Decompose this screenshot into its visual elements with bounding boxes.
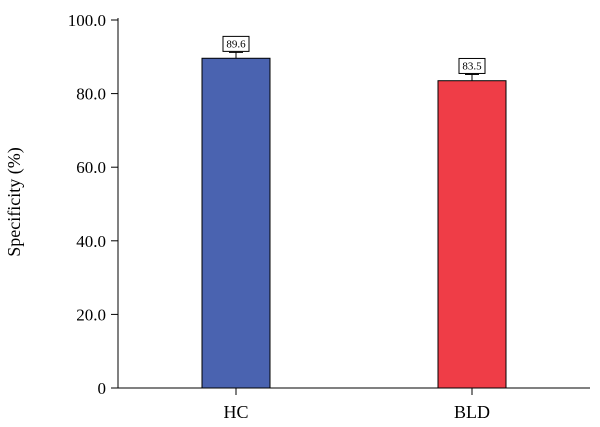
data-label: 83.5 (462, 60, 482, 72)
y-tick-label: 80.0 (76, 85, 106, 104)
y-axis-label: Specificity (%) (4, 147, 25, 256)
bar-hc (201, 57, 271, 389)
y-ticks: 0 20.0 40.0 60.0 80.0 100.0 (68, 11, 118, 398)
x-categories: HC BLD (223, 388, 490, 422)
y-tick-label: 0 (98, 379, 107, 398)
data-label: 89.6 (226, 38, 246, 50)
y-tick-label: 60.0 (76, 158, 106, 177)
y-tick-label: 20.0 (76, 305, 106, 324)
data-label-box (222, 35, 250, 52)
y-tick-label: 100.0 (68, 11, 106, 30)
bar-bld (437, 80, 507, 389)
x-tick-label: HC (223, 402, 248, 422)
axes (117, 18, 590, 389)
x-tick-label: BLD (454, 402, 490, 422)
bars: 89.6 83.5 (201, 35, 507, 389)
y-tick-label: 40.0 (76, 232, 106, 251)
data-label-box (458, 57, 486, 74)
